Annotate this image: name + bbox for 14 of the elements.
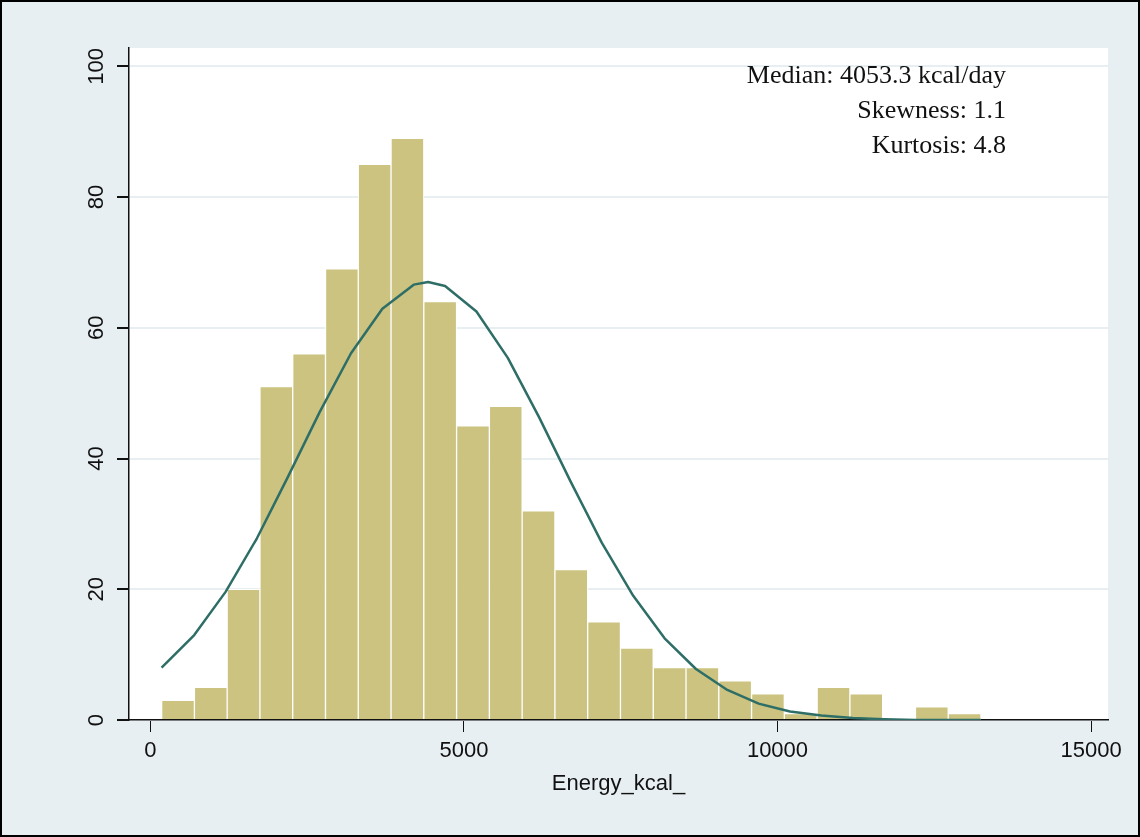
y-tick-label: 80 bbox=[83, 184, 109, 210]
annotation: Skewness: 1.1 bbox=[857, 94, 1006, 124]
annotation: Kurtosis: 4.8 bbox=[871, 129, 1006, 159]
x-tick-label: 10000 bbox=[746, 737, 809, 763]
y-tick-label: 0 bbox=[83, 713, 109, 727]
x-tick-label: 5000 bbox=[439, 737, 489, 763]
x-tick-label: 0 bbox=[144, 737, 157, 763]
annotation: Median: 4053.3 kcal/day bbox=[746, 59, 1006, 89]
y-tick-label: 20 bbox=[83, 577, 109, 602]
y-tick-label: 60 bbox=[83, 315, 109, 341]
y-tick-label: 40 bbox=[83, 446, 109, 471]
x-axis-title: Energy_kcal_ bbox=[551, 769, 686, 795]
y-tick-label: 100 bbox=[83, 47, 109, 85]
x-tick-label: 15000 bbox=[1060, 737, 1122, 763]
